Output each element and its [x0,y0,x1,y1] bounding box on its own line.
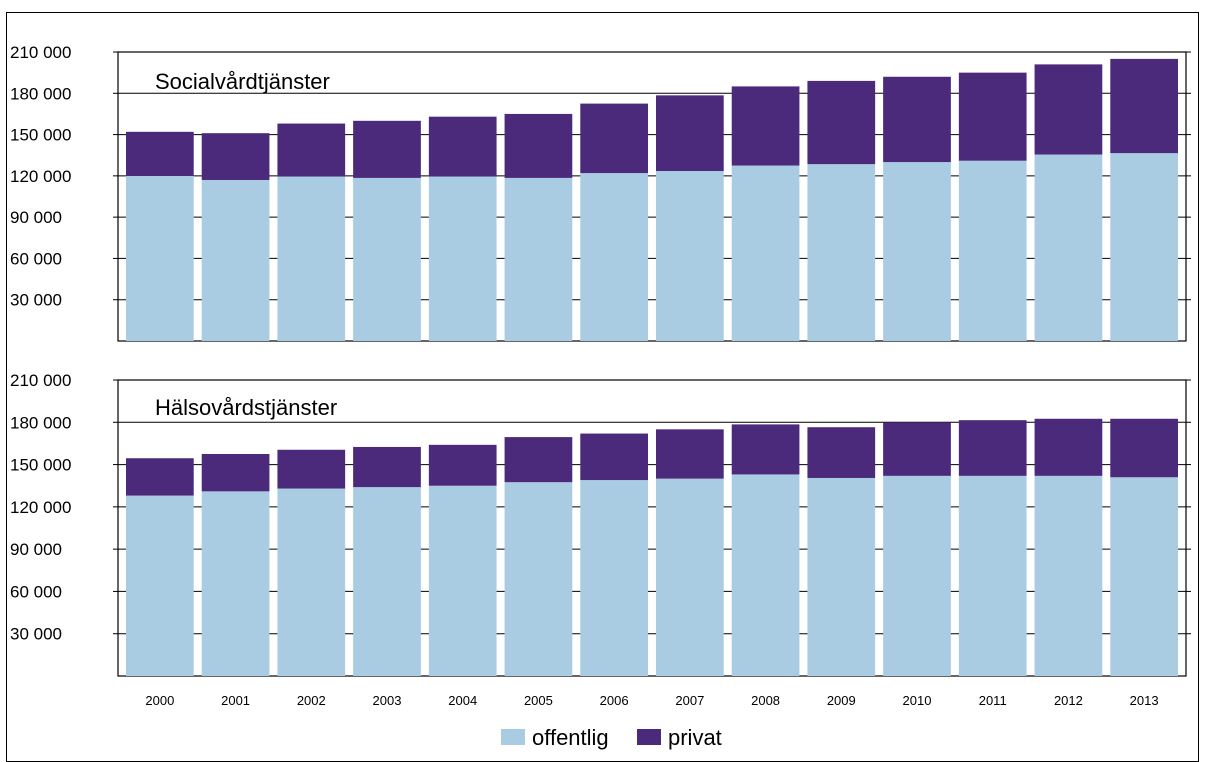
y-tick-label: 30 000 [10,625,62,644]
bar-offentlig-2012 [1034,154,1103,341]
bar-privat-2009 [807,427,876,478]
bar-offentlig-2000 [126,175,194,341]
bar-offentlig-2006 [580,480,648,676]
bar-privat-2001 [201,133,270,180]
y-tick-label: 150 000 [10,126,71,145]
bar-offentlig-2001 [201,179,270,341]
x-tick-label: 2011 [979,693,1007,708]
y-tick-label: 60 000 [10,582,62,601]
bar-offentlig-2013 [1110,477,1178,676]
x-tick-label: 2008 [751,693,780,708]
y-tick-label: 150 000 [10,456,71,475]
panel-title-health: Hälsovårdstjänster [155,395,337,420]
bar-privat-2002 [277,123,346,177]
bar-offentlig-2006 [580,173,648,341]
bar-offentlig-2013 [1110,153,1178,341]
bar-offentlig-2002 [277,488,346,676]
bar-offentlig-2004 [428,485,497,676]
bar-privat-2013 [1110,58,1178,154]
legend-swatch-privat [637,729,661,745]
bar-privat-2012 [1034,418,1103,476]
bar-privat-2004 [428,116,497,177]
bar-privat-2005 [504,437,573,483]
bar-privat-2009 [807,80,876,165]
bar-privat-2000 [126,131,194,176]
bar-privat-2002 [277,449,346,489]
y-tick-label: 60 000 [10,249,62,268]
bar-offentlig-2004 [428,176,497,341]
bar-privat-2000 [126,458,194,496]
bar-offentlig-2005 [504,177,573,341]
y-tick-label: 210 000 [10,43,71,62]
bar-offentlig-2010 [883,162,951,341]
bar-offentlig-2000 [126,495,194,676]
bar-privat-2005 [504,113,573,178]
bar-privat-2003 [353,120,421,178]
bar-privat-2011 [958,420,1027,476]
legend-label-privat: privat [668,725,722,750]
bar-offentlig-2007 [656,171,724,341]
x-tick-label: 2002 [297,693,326,708]
bar-privat-2001 [201,454,270,492]
bar-privat-2006 [580,103,648,174]
y-tick-label: 90 000 [10,540,62,559]
bar-offentlig-2012 [1034,475,1103,676]
y-tick-label: 120 000 [10,167,71,186]
bar-privat-2003 [353,446,421,488]
y-tick-label: 180 000 [10,84,71,103]
y-tick-label: 90 000 [10,208,62,227]
panel-0: 30 000 60 000 90 000 120 000 150 000 180 000 2… [10,43,1191,342]
bar-privat-2004 [428,444,497,486]
bar-offentlig-2011 [958,160,1027,341]
y-tick-label: 30 000 [10,291,62,310]
legend-swatch-offentlig [501,729,525,745]
x-tick-label: 2009 [827,693,856,708]
panel-title-social: Socialvårdtjänster [155,69,330,94]
x-tick-label: 2003 [373,693,402,708]
x-tick-label: 2006 [600,693,629,708]
x-tick-label: 2001 [221,693,250,708]
x-tick-label: 2012 [1054,693,1083,708]
bar-offentlig-2009 [807,477,876,676]
y-tick-label: 180 000 [10,413,71,432]
bar-privat-2011 [958,72,1027,161]
x-tick-label: 2005 [524,693,553,708]
bar-privat-2013 [1110,418,1178,478]
bar-offentlig-2007 [656,478,724,676]
bar-privat-2012 [1034,64,1103,155]
bar-privat-2006 [580,433,648,481]
x-tick-label: 2000 [145,693,174,708]
x-tick-label: 2013 [1130,693,1159,708]
y-tick-label: 120 000 [10,498,71,517]
bar-privat-2007 [656,429,724,479]
bar-offentlig-2003 [353,177,421,341]
bar-offentlig-2011 [958,475,1027,676]
bar-offentlig-2008 [731,474,800,676]
bar-privat-2007 [656,95,724,172]
bar-offentlig-2001 [201,491,270,676]
bar-privat-2008 [731,424,800,475]
x-tick-label: 2010 [903,693,932,708]
legend-label-offentlig: offentlig [532,725,609,750]
bar-offentlig-2009 [807,164,876,341]
x-tick-label: 2004 [448,693,477,708]
bar-privat-2010 [883,76,951,163]
bar-offentlig-2005 [504,482,573,676]
bar-privat-2010 [883,422,951,476]
x-tick-label: 2007 [675,693,704,708]
bar-privat-2008 [731,86,800,166]
bar-offentlig-2008 [731,165,800,341]
bar-offentlig-2002 [277,176,346,341]
bar-offentlig-2010 [883,475,951,676]
y-tick-label: 210 000 [10,371,71,390]
panel-1: 30 000 60 000 90 000 120 000 150 000 180 000 2… [10,371,1191,708]
bar-offentlig-2003 [353,487,421,676]
